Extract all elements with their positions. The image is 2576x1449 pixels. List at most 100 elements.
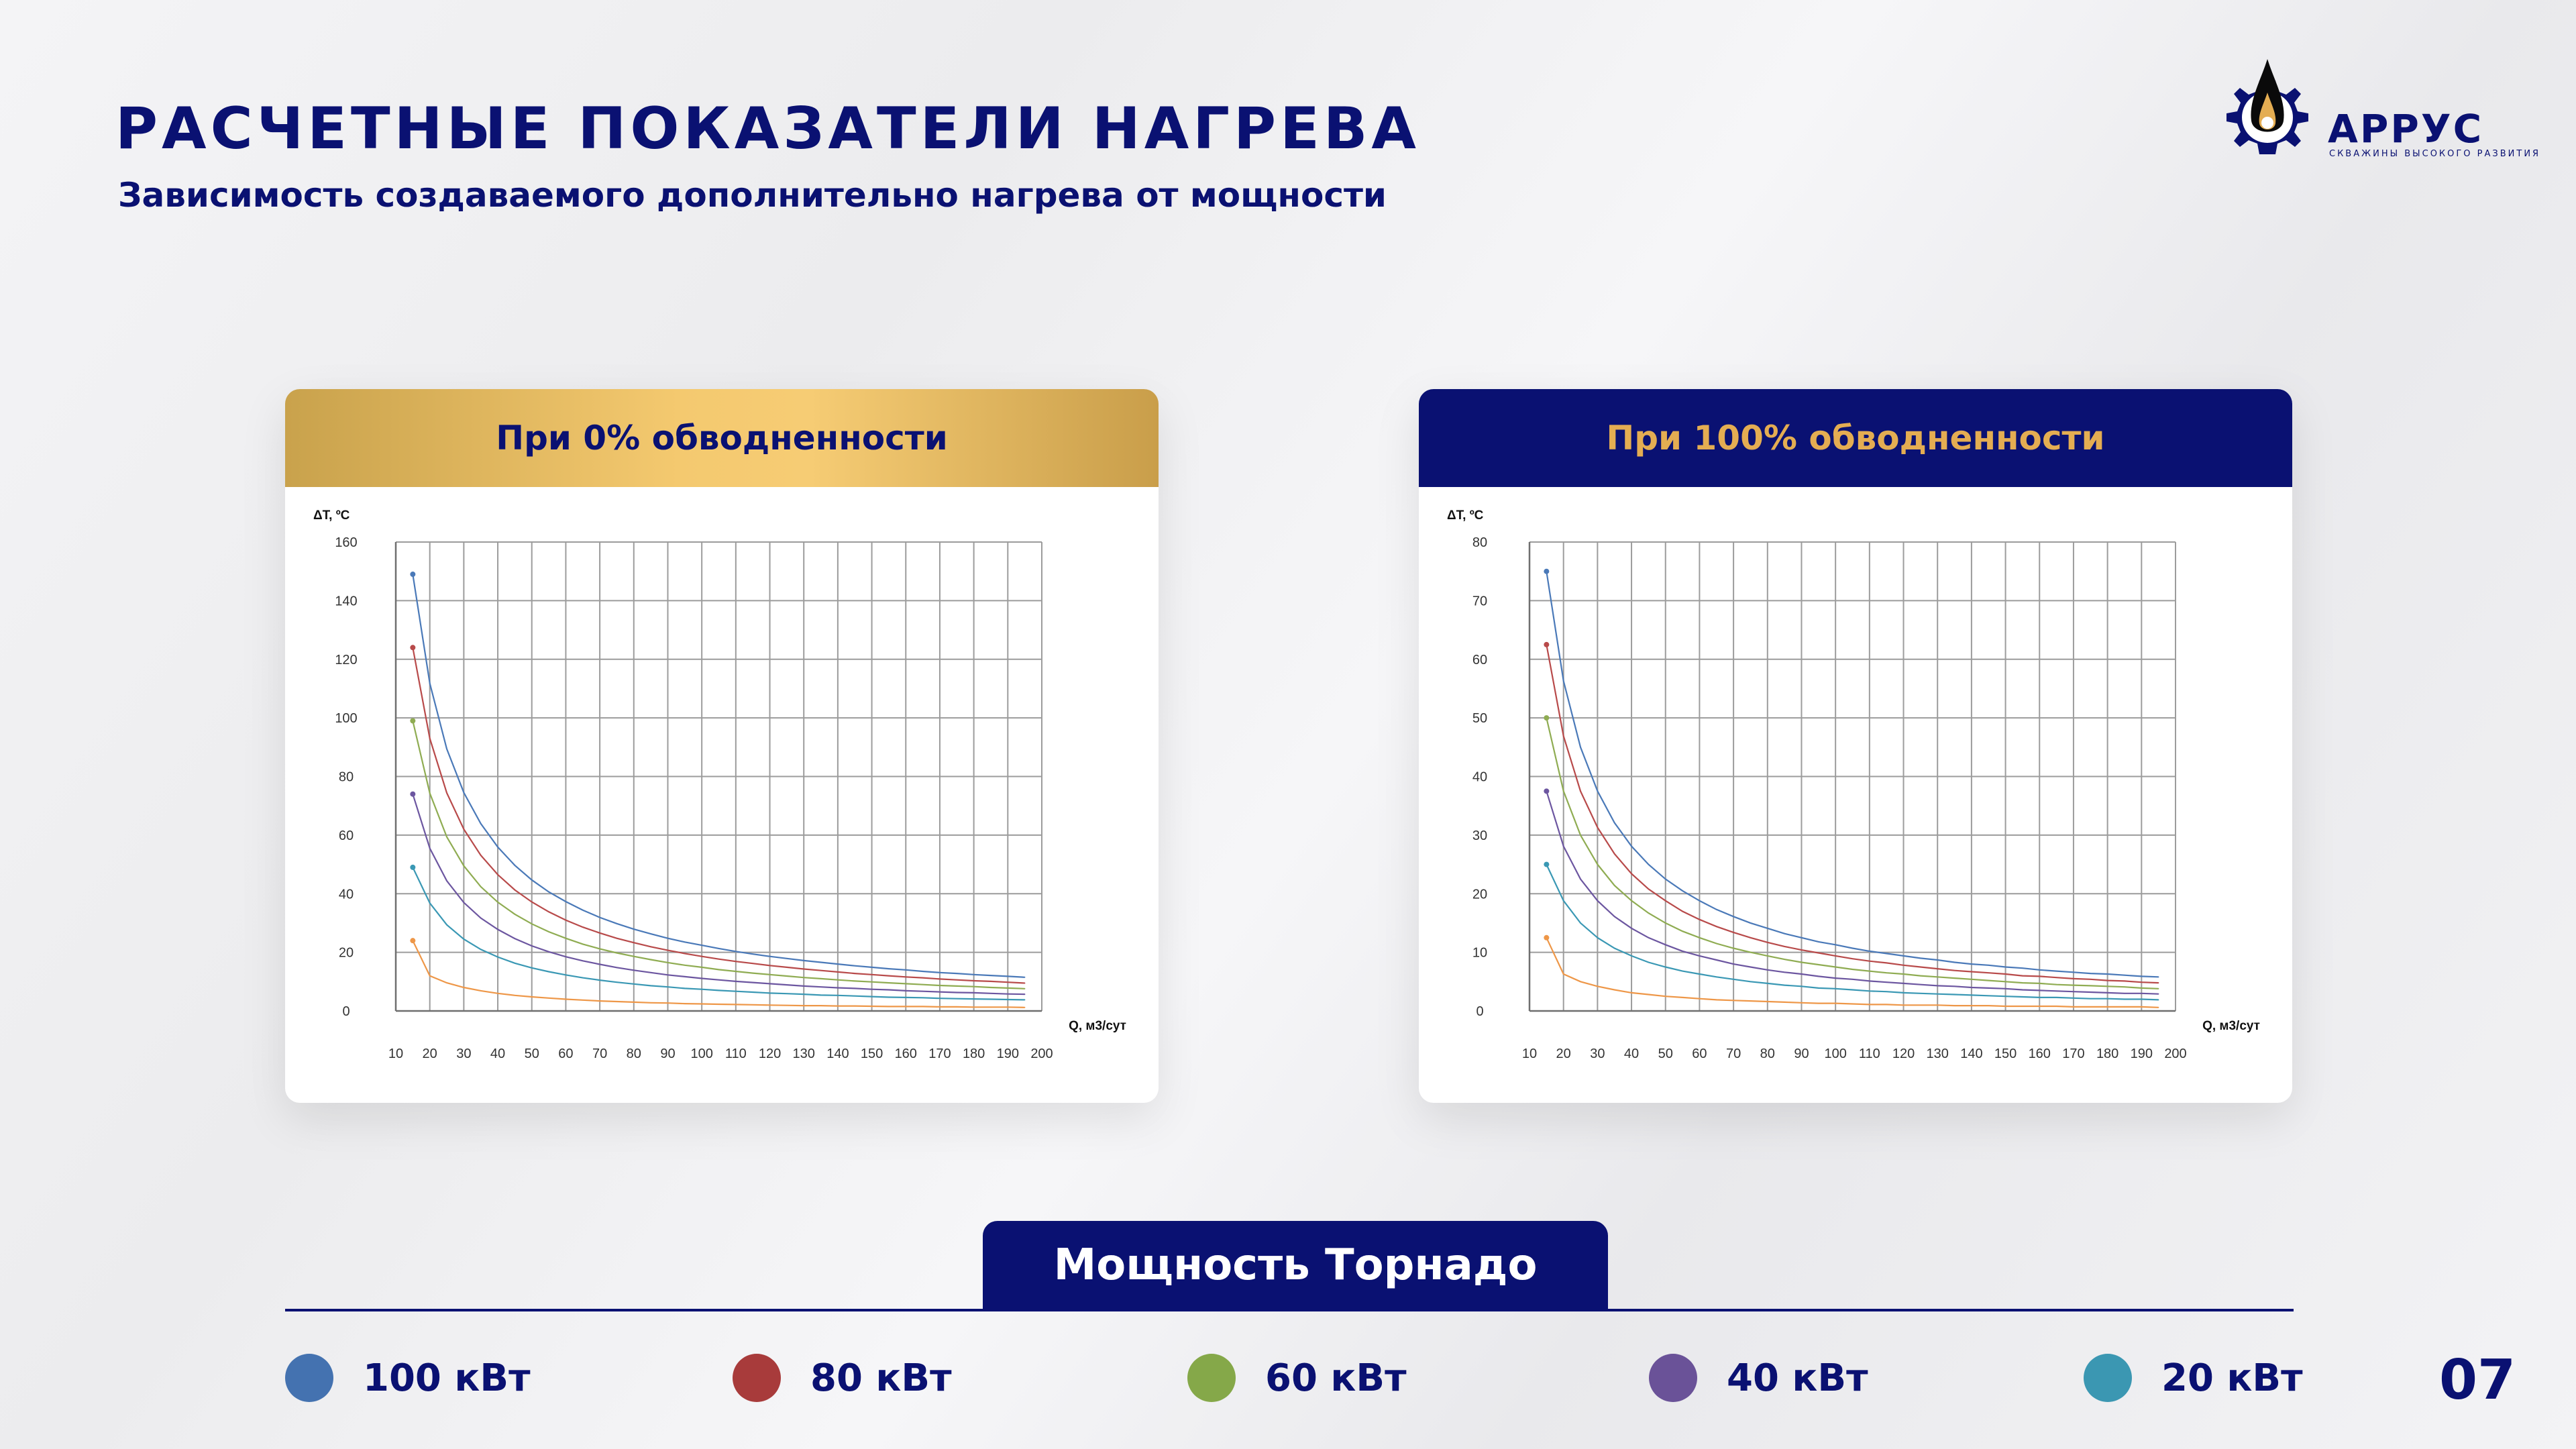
- data-point: [616, 967, 618, 969]
- chart-card-0-percent: При 0% обводненности 10 20 30 40 50 60 70 80 90 1…: [285, 389, 1159, 1103]
- data-point: [990, 1006, 991, 1008]
- data-point: [871, 996, 873, 998]
- page-subtitle: Зависимость создаваемого дополнительно н…: [118, 176, 1387, 215]
- data-point: [2090, 985, 2092, 987]
- data-point: [2055, 983, 2057, 985]
- data-point: [1750, 966, 1752, 968]
- data-point: [973, 974, 975, 975]
- data-point: [1733, 932, 1734, 933]
- y-tick-label: 60: [339, 828, 354, 843]
- data-point: [2004, 1006, 2006, 1007]
- data-point: [888, 975, 890, 977]
- data-point: [956, 979, 958, 981]
- x-tick-label: 170: [2062, 1046, 2084, 1061]
- data-point: [633, 928, 635, 930]
- data-point: [1631, 900, 1632, 902]
- data-point: [922, 971, 924, 972]
- data-point: [2124, 980, 2125, 982]
- data-point: [1766, 983, 1768, 984]
- data-point: [514, 995, 516, 996]
- data-point: [1835, 977, 1836, 979]
- data-point: [752, 963, 753, 965]
- data-point: [429, 847, 431, 849]
- data-point: [939, 978, 941, 980]
- data-point: [667, 1002, 669, 1004]
- x-tick-label: 150: [861, 1046, 883, 1061]
- data-point: [990, 975, 991, 976]
- y-tick-label: 20: [1472, 887, 1487, 902]
- data-point: [1007, 975, 1009, 977]
- legend-title: Мощность Торнадо: [983, 1221, 1608, 1309]
- data-point: [1733, 916, 1734, 918]
- data-point: [410, 864, 416, 870]
- data-point: [939, 991, 941, 993]
- data-point: [888, 982, 890, 983]
- data-point: [1562, 735, 1564, 737]
- data-point: [1733, 979, 1734, 980]
- data-point: [2141, 998, 2143, 1000]
- data-point: [956, 985, 958, 987]
- data-point: [922, 997, 924, 999]
- data-point: [1664, 900, 1666, 902]
- data-point: [2157, 993, 2159, 995]
- data-point: [1007, 999, 1009, 1000]
- x-axis-label: Q, м3/сут: [1069, 1019, 1126, 1033]
- data-point: [2157, 987, 2159, 989]
- data-point: [1562, 680, 1564, 682]
- data-point: [769, 983, 771, 985]
- data-point: [1818, 987, 1819, 989]
- data-point: [1024, 987, 1026, 989]
- data-point: [735, 990, 737, 992]
- data-point: [1801, 985, 1803, 987]
- data-point: [616, 937, 618, 939]
- data-point: [1597, 900, 1599, 902]
- data-point: [531, 945, 533, 947]
- data-point: [2157, 982, 2159, 983]
- data-point: [1699, 973, 1701, 975]
- data-point: [480, 855, 482, 856]
- data-point: [1750, 951, 1752, 953]
- data-point: [565, 998, 567, 1000]
- x-tick-label: 150: [1994, 1046, 2017, 1061]
- legend-label: 20 кВт: [2161, 1356, 2303, 1400]
- data-point: [531, 879, 533, 881]
- data-point: [1024, 994, 1026, 995]
- data-point: [1007, 993, 1009, 995]
- data-point: [837, 995, 839, 996]
- data-point: [2141, 981, 2143, 983]
- y-tick-label: 140: [335, 594, 357, 608]
- data-point: [2022, 989, 2023, 991]
- data-point: [1580, 747, 1581, 748]
- data-point: [1953, 977, 1955, 979]
- data-point: [1580, 981, 1581, 983]
- data-point: [1597, 790, 1599, 792]
- x-tick-label: 30: [456, 1046, 471, 1061]
- data-point: [1988, 987, 1990, 989]
- data-point: [718, 989, 720, 991]
- data-point: [1682, 951, 1683, 952]
- x-tick-label: 160: [895, 1046, 917, 1061]
- data-point: [1544, 568, 1550, 574]
- data-point: [2022, 1006, 2023, 1007]
- data-point: [1544, 641, 1550, 647]
- data-point: [888, 968, 890, 969]
- data-point: [480, 949, 482, 951]
- data-point: [2090, 991, 2092, 993]
- data-point: [939, 998, 941, 1000]
- data-point: [1988, 965, 1990, 966]
- data-point: [735, 961, 737, 962]
- data-point: [871, 988, 873, 990]
- data-point: [599, 948, 600, 950]
- data-point: [701, 988, 702, 990]
- data-point: [1851, 979, 1854, 980]
- data-point: [2073, 984, 2074, 986]
- data-point: [2106, 979, 2108, 981]
- data-point: [1580, 878, 1581, 880]
- data-point: [2039, 983, 2041, 984]
- data-point: [548, 951, 549, 953]
- data-point: [2124, 998, 2125, 1000]
- data-point: [1766, 955, 1768, 957]
- data-point: [1835, 987, 1836, 989]
- data-point: [1851, 947, 1854, 949]
- data-point: [2022, 975, 2023, 977]
